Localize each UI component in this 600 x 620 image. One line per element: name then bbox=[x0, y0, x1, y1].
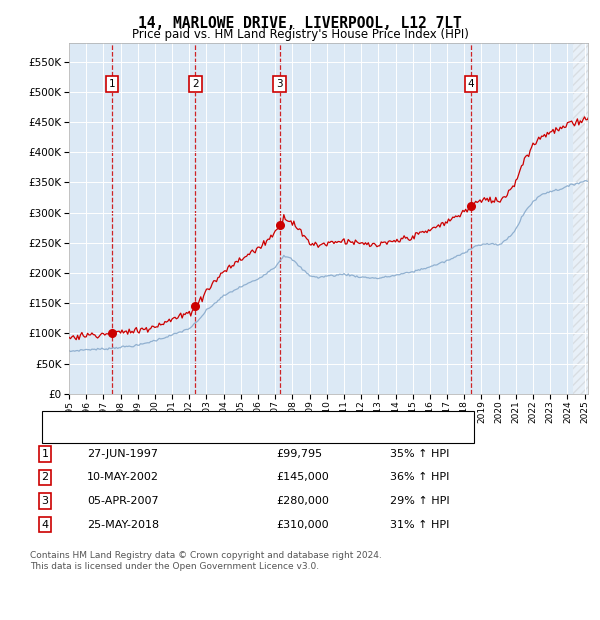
Text: 4: 4 bbox=[41, 520, 49, 529]
Text: £99,795: £99,795 bbox=[276, 449, 322, 459]
Text: 3: 3 bbox=[277, 79, 283, 89]
Text: 10-MAY-2002: 10-MAY-2002 bbox=[87, 472, 159, 482]
Text: 14, MARLOWE DRIVE, LIVERPOOL, L12 7LT: 14, MARLOWE DRIVE, LIVERPOOL, L12 7LT bbox=[138, 16, 462, 30]
Text: 4: 4 bbox=[468, 79, 475, 89]
Text: 1: 1 bbox=[41, 449, 49, 459]
Text: Price paid vs. HM Land Registry's House Price Index (HPI): Price paid vs. HM Land Registry's House … bbox=[131, 28, 469, 41]
Text: 31% ↑ HPI: 31% ↑ HPI bbox=[390, 520, 449, 529]
Text: 2: 2 bbox=[41, 472, 49, 482]
Text: £310,000: £310,000 bbox=[276, 520, 329, 529]
Text: 3: 3 bbox=[41, 496, 49, 506]
Text: 27-JUN-1997: 27-JUN-1997 bbox=[87, 449, 158, 459]
Text: Contains HM Land Registry data © Crown copyright and database right 2024.
This d: Contains HM Land Registry data © Crown c… bbox=[30, 551, 382, 570]
Text: 29% ↑ HPI: 29% ↑ HPI bbox=[390, 496, 449, 506]
Text: £145,000: £145,000 bbox=[276, 472, 329, 482]
Text: HPI: Average price, detached house, Liverpool: HPI: Average price, detached house, Live… bbox=[87, 429, 328, 440]
Text: £280,000: £280,000 bbox=[276, 496, 329, 506]
Text: 35% ↑ HPI: 35% ↑ HPI bbox=[390, 449, 449, 459]
Text: 25-MAY-2018: 25-MAY-2018 bbox=[87, 520, 159, 529]
Text: 1: 1 bbox=[109, 79, 115, 89]
Text: 2: 2 bbox=[192, 79, 199, 89]
Text: 05-APR-2007: 05-APR-2007 bbox=[87, 496, 158, 506]
Text: 14, MARLOWE DRIVE, LIVERPOOL, L12 7LT (detached house): 14, MARLOWE DRIVE, LIVERPOOL, L12 7LT (d… bbox=[87, 415, 401, 425]
Text: 36% ↑ HPI: 36% ↑ HPI bbox=[390, 472, 449, 482]
